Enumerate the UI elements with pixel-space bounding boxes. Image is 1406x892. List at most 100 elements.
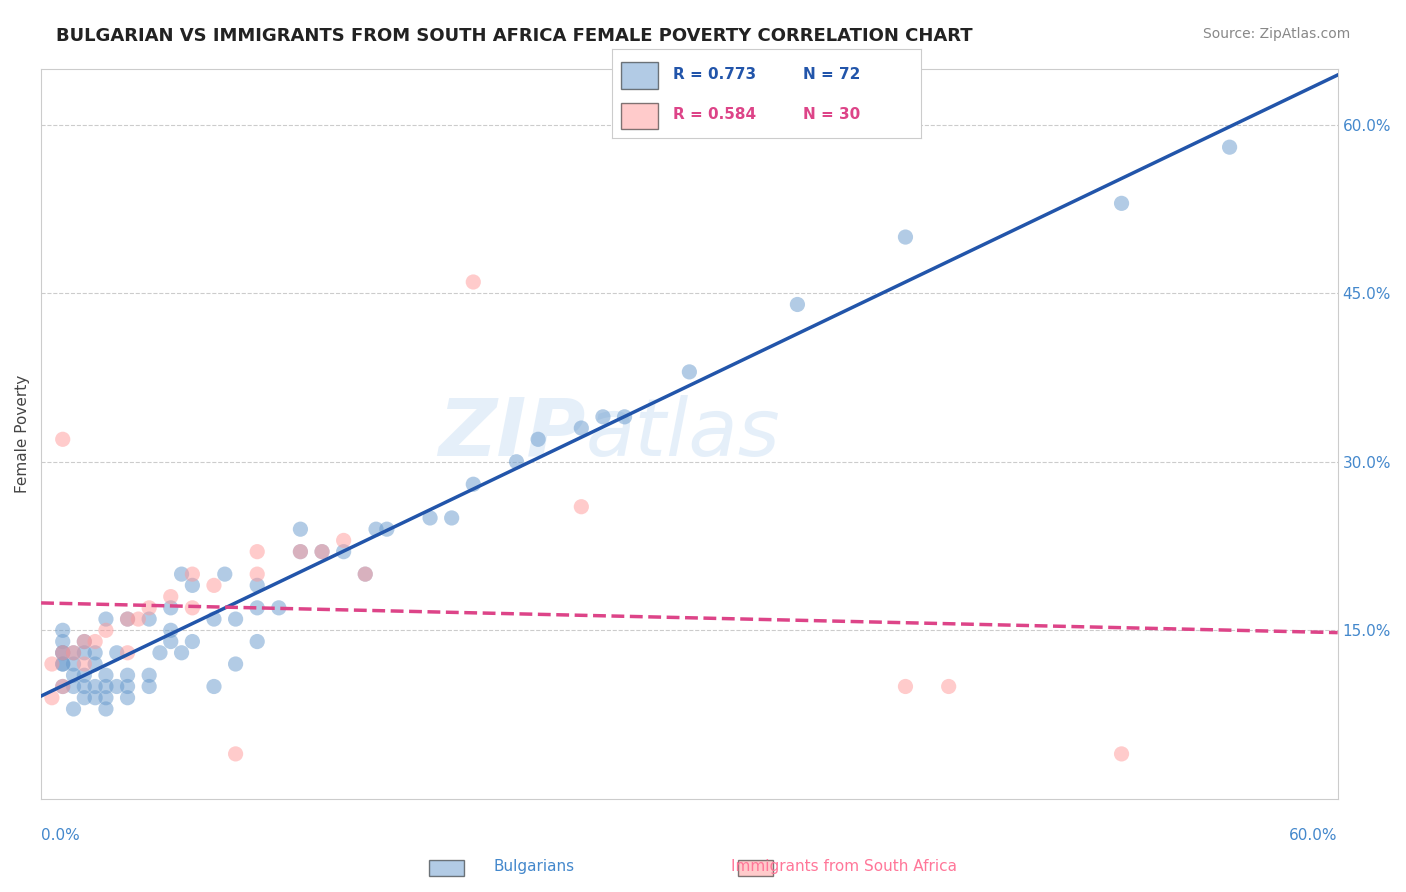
Point <box>678 365 700 379</box>
Point <box>94 624 117 638</box>
Point <box>225 657 247 671</box>
Point <box>786 297 808 311</box>
Point <box>181 634 204 648</box>
Point <box>311 544 333 558</box>
Point <box>52 657 75 671</box>
Point <box>52 432 75 446</box>
Point <box>354 567 377 582</box>
Point <box>311 544 333 558</box>
Text: ZIP: ZIP <box>439 394 586 473</box>
Point <box>505 455 527 469</box>
Point <box>267 600 290 615</box>
Point <box>94 668 117 682</box>
Point <box>440 511 463 525</box>
Point <box>52 680 75 694</box>
Point <box>62 668 84 682</box>
Point <box>73 680 96 694</box>
Point <box>73 646 96 660</box>
Point <box>138 680 160 694</box>
Point <box>62 646 84 660</box>
Point <box>52 680 75 694</box>
Point <box>364 522 387 536</box>
Point <box>94 680 117 694</box>
Point <box>159 600 181 615</box>
Point <box>214 567 236 582</box>
Point <box>105 646 128 660</box>
Point <box>149 646 172 660</box>
Point <box>52 657 75 671</box>
Text: Source: ZipAtlas.com: Source: ZipAtlas.com <box>1202 27 1350 41</box>
Point <box>159 590 181 604</box>
Point <box>246 578 269 592</box>
Point <box>41 690 63 705</box>
FancyBboxPatch shape <box>621 103 658 129</box>
Point <box>159 634 181 648</box>
Point <box>138 612 160 626</box>
Text: atlas: atlas <box>586 394 780 473</box>
Point <box>62 657 84 671</box>
Point <box>938 680 960 694</box>
Text: BULGARIAN VS IMMIGRANTS FROM SOUTH AFRICA FEMALE POVERTY CORRELATION CHART: BULGARIAN VS IMMIGRANTS FROM SOUTH AFRIC… <box>56 27 973 45</box>
Point <box>527 432 550 446</box>
Point <box>332 544 354 558</box>
Point <box>894 230 917 244</box>
Point <box>1111 747 1133 761</box>
Text: 60.0%: 60.0% <box>1289 828 1337 843</box>
Point <box>419 511 441 525</box>
Point <box>94 690 117 705</box>
Point <box>159 624 181 638</box>
Point <box>138 668 160 682</box>
Point <box>117 612 139 626</box>
Point <box>246 600 269 615</box>
Text: Immigrants from South Africa: Immigrants from South Africa <box>731 859 956 874</box>
Point <box>84 690 107 705</box>
Point <box>463 275 485 289</box>
Y-axis label: Female Poverty: Female Poverty <box>15 375 30 492</box>
Point <box>354 567 377 582</box>
Point <box>62 680 84 694</box>
Point <box>375 522 398 536</box>
Point <box>117 646 139 660</box>
Point <box>73 668 96 682</box>
Point <box>170 646 193 660</box>
Point <box>41 657 63 671</box>
Point <box>181 578 204 592</box>
Point <box>73 657 96 671</box>
Point <box>225 612 247 626</box>
Point <box>181 567 204 582</box>
Point <box>1219 140 1241 154</box>
Point <box>290 544 312 558</box>
Point <box>202 612 225 626</box>
Point <box>84 657 107 671</box>
Text: N = 30: N = 30 <box>803 107 860 121</box>
Point <box>62 702 84 716</box>
Point <box>246 544 269 558</box>
Point <box>117 668 139 682</box>
Point <box>569 421 592 435</box>
Point <box>569 500 592 514</box>
Point <box>73 690 96 705</box>
Point <box>73 634 96 648</box>
Point <box>332 533 354 548</box>
Point <box>117 690 139 705</box>
Point <box>84 634 107 648</box>
Text: 0.0%: 0.0% <box>41 828 80 843</box>
Point <box>52 646 75 660</box>
Point <box>894 680 917 694</box>
Text: R = 0.584: R = 0.584 <box>673 107 756 121</box>
Point <box>52 646 75 660</box>
Point <box>202 578 225 592</box>
Point <box>73 634 96 648</box>
Point <box>202 680 225 694</box>
Point <box>117 612 139 626</box>
Text: Bulgarians: Bulgarians <box>494 859 575 874</box>
Text: N = 72: N = 72 <box>803 67 860 81</box>
Text: R = 0.773: R = 0.773 <box>673 67 756 81</box>
Point <box>290 544 312 558</box>
Point <box>62 646 84 660</box>
Point <box>127 612 149 626</box>
Point <box>170 567 193 582</box>
Point <box>84 680 107 694</box>
Point <box>290 522 312 536</box>
Point <box>52 646 75 660</box>
